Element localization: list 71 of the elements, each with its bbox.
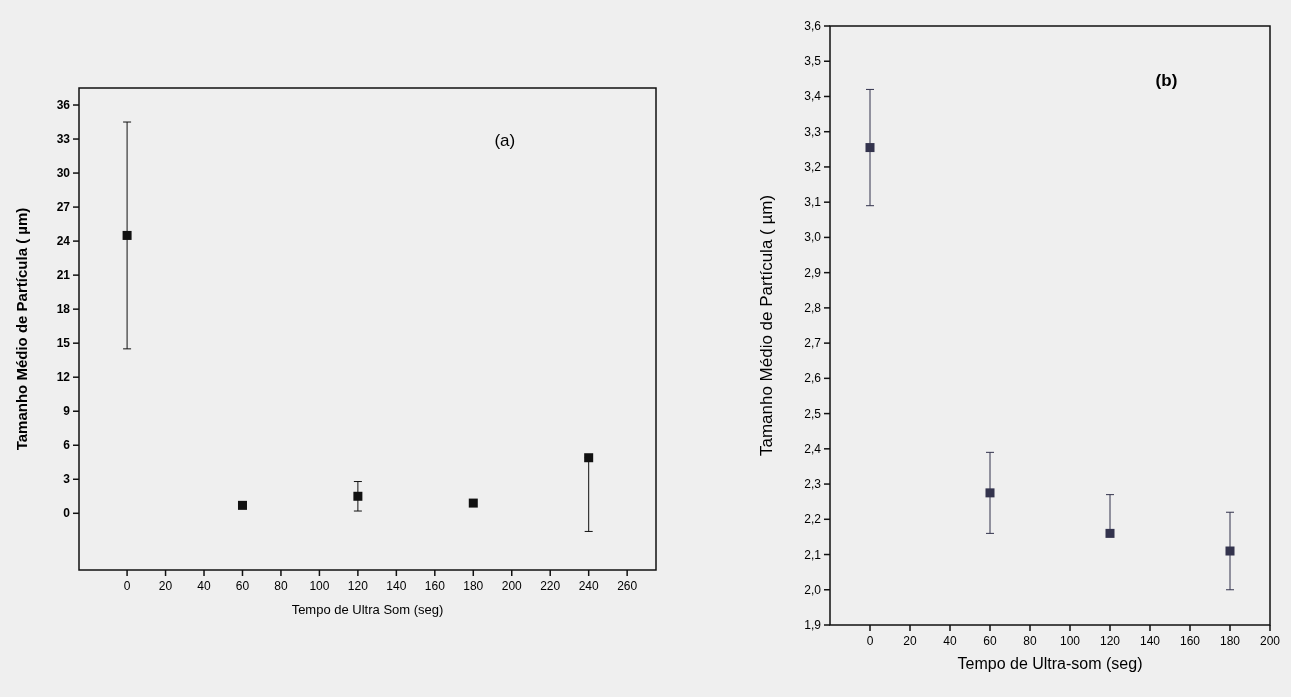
x-axis-title: Tempo de Ultra Som (seg) — [291, 602, 444, 617]
x-tick-label: 220 — [540, 579, 561, 593]
y-tick-label: 24 — [56, 234, 71, 249]
x-tick-label: 200 — [1259, 634, 1281, 648]
point — [1225, 546, 1235, 556]
y-tick-label: 15 — [56, 336, 71, 351]
y-tick-label: 3,5 — [804, 54, 822, 69]
x-tick-label: 20 — [903, 634, 917, 648]
point — [353, 491, 363, 501]
x-tick-label: 80 — [1023, 634, 1037, 648]
y-tick-label: 2,6 — [804, 371, 822, 386]
y-tick-label: 3,0 — [804, 230, 822, 245]
y-tick-label: 2,7 — [804, 336, 822, 351]
y-tick-label: 21 — [56, 268, 71, 283]
point — [122, 230, 132, 240]
y-tick-label: 3 — [63, 472, 71, 487]
x-tick-label: 0 — [123, 579, 131, 593]
y-tick-label: 3,4 — [804, 89, 822, 104]
y-tick-label: 18 — [56, 302, 71, 317]
y-tick-label: 2,9 — [804, 265, 822, 280]
y-tick-label: 12 — [56, 370, 71, 385]
x-tick-label: 80 — [274, 579, 288, 593]
y-tick-label: 3,2 — [804, 159, 822, 174]
point — [468, 498, 478, 508]
x-tick-label: 20 — [158, 579, 173, 593]
x-tick-label: 120 — [1099, 634, 1121, 648]
y-tick-label: 36 — [56, 98, 71, 113]
y-axis-title: Tamanho Médio de Partícula ( µm) — [13, 207, 30, 451]
y-tick-label: 2,3 — [804, 477, 822, 492]
y-tick-label: 6 — [63, 438, 71, 453]
point — [985, 488, 995, 498]
x-tick-label: 160 — [424, 579, 446, 593]
y-tick-label: 2,1 — [804, 547, 822, 562]
x-tick-label: 60 — [235, 579, 250, 593]
x-tick-label: 40 — [197, 579, 212, 593]
y-tick-label: 2,4 — [804, 441, 822, 456]
annotation: (a) — [494, 130, 516, 150]
x-tick-label: 180 — [463, 579, 484, 593]
x-tick-label: 100 — [1059, 634, 1081, 648]
x-tick-label: 140 — [386, 579, 407, 593]
y-tick-label: 2,5 — [804, 406, 822, 421]
y-tick-label: 2,0 — [804, 582, 822, 597]
point — [865, 143, 875, 153]
point — [237, 500, 247, 510]
x-tick-label: 100 — [309, 579, 330, 593]
x-tick-label: 40 — [943, 634, 957, 648]
point — [584, 453, 594, 463]
x-tick-label: 0 — [866, 634, 874, 648]
x-tick-label: 240 — [578, 579, 600, 593]
y-tick-label: 3,6 — [804, 19, 822, 33]
y-tick-label: 30 — [56, 166, 71, 181]
y-tick-label: 0 — [63, 506, 71, 521]
y-tick-label: 3,1 — [804, 195, 822, 210]
x-tick-label: 120 — [347, 579, 369, 593]
annotation: (b) — [1155, 70, 1178, 90]
x-tick-label: 180 — [1219, 634, 1241, 648]
point — [1105, 528, 1115, 538]
x-tick-label: 140 — [1139, 634, 1161, 648]
x-tick-label: 200 — [501, 579, 523, 593]
x-tick-label: 260 — [617, 579, 638, 593]
y-axis-title: Tamanho Médio de Partícula ( µm) — [757, 194, 776, 457]
y-tick-label: 3,3 — [804, 124, 822, 139]
x-axis-title: Tempo de Ultra-som (seg) — [957, 655, 1143, 672]
y-tick-label: 9 — [63, 404, 71, 419]
x-tick-label: 160 — [1179, 634, 1201, 648]
y-tick-label: 33 — [56, 132, 71, 147]
y-tick-label: 2,2 — [804, 512, 822, 527]
y-tick-label: 27 — [56, 200, 71, 215]
x-tick-label: 60 — [983, 634, 997, 648]
y-tick-label: 2,8 — [804, 300, 822, 315]
y-tick-label: 1,9 — [804, 618, 822, 632]
